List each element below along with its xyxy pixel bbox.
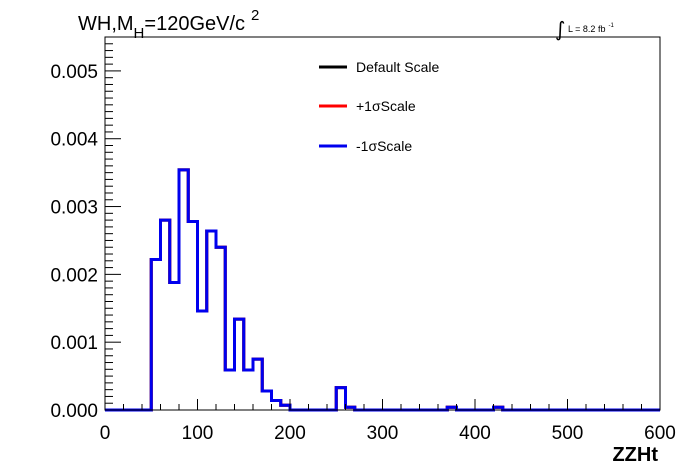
legend-label-default-scale: Default Scale bbox=[356, 59, 439, 75]
y-tick-label: 0.004 bbox=[50, 130, 98, 151]
legend: Default Scale +1σScale -1σScale bbox=[319, 59, 439, 154]
title-prefix: WH,M bbox=[78, 13, 134, 35]
title-subscript: H bbox=[134, 25, 145, 42]
x-tick-label: 200 bbox=[274, 423, 306, 444]
lumi-integral-sign: ∫ bbox=[555, 17, 565, 41]
x-axis-label: ZZHt bbox=[612, 444, 658, 466]
y-tick-label: 0.002 bbox=[50, 265, 98, 286]
legend-label-minus-sigma-scale: -1σScale bbox=[356, 138, 412, 154]
lumi-superscript: -1 bbox=[608, 23, 614, 29]
title-middle: =120GeV/c bbox=[144, 13, 245, 35]
y-tick-label: 0.003 bbox=[50, 198, 98, 219]
lumi-text: L = 8.2 fb bbox=[568, 24, 605, 34]
legend-label-plus-sigma-scale: +1σScale bbox=[356, 98, 416, 114]
axis-layer: 0 100 200 300 400 500 600 0.000 0.001 0.002 0.003 0… bbox=[50, 36, 676, 444]
x-tick-label: 400 bbox=[459, 423, 491, 444]
x-tick-label: 500 bbox=[552, 423, 584, 444]
lumi-label: L = 8.2 fb -1 bbox=[568, 23, 614, 34]
y-tick-label: 0.001 bbox=[50, 333, 98, 354]
y-tick-label: 0.005 bbox=[50, 62, 98, 83]
x-tick-label: 0 bbox=[100, 423, 111, 444]
x-tick-label: 600 bbox=[644, 423, 676, 444]
x-tick-label: 100 bbox=[182, 423, 214, 444]
chart-title: WH,MH=120GeV/c 2 bbox=[78, 7, 259, 42]
title-superscript: 2 bbox=[251, 7, 259, 24]
y-tick-label: 0.000 bbox=[50, 401, 98, 422]
x-tick-label: 300 bbox=[367, 423, 399, 444]
